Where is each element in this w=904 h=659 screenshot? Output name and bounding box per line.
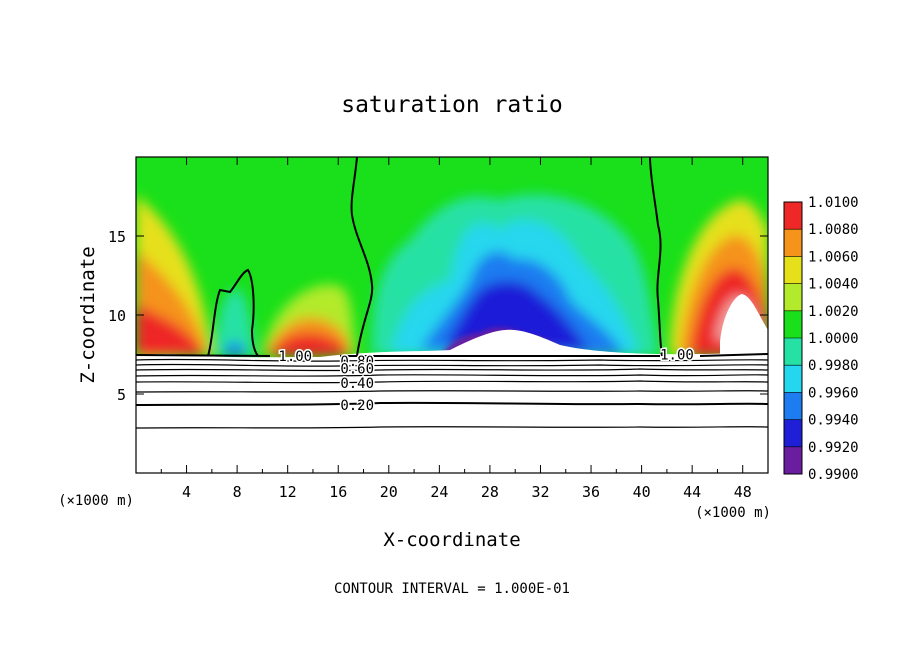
colorbar-label: 0.9920 <box>808 440 859 456</box>
colorbar-label: 0.9900 <box>808 467 859 483</box>
colorbar-swatch <box>784 446 802 474</box>
contour-labels: 1.00 0.800.600.40 0.20 1.00 <box>277 346 695 416</box>
y-tick-label: 10 <box>108 307 126 325</box>
colorbar-label: 1.0020 <box>808 304 859 320</box>
x-tick-label: 4 <box>182 483 191 501</box>
colorbar-swatch <box>784 392 802 420</box>
colorbar-label: 1.0060 <box>808 249 859 265</box>
x-unit-left: (×1000 m) <box>58 493 134 509</box>
colorbar-swatch <box>784 310 802 338</box>
y-tick-label: 15 <box>108 228 126 246</box>
colorbar-label: 0.9960 <box>808 385 859 401</box>
colorbar-swatch <box>784 338 802 366</box>
contour-label: 1.00 <box>278 349 312 365</box>
x-tick-label: 8 <box>233 483 242 501</box>
x-tick-label: 20 <box>380 483 398 501</box>
heatmap-field <box>136 157 768 473</box>
contour-lines <box>136 157 768 429</box>
y-axis: 5 10 15 <box>108 228 768 404</box>
x-axis-title: X-coordinate <box>383 529 520 551</box>
colorbar-swatch <box>784 229 802 257</box>
y-axis-title: Z-coordinate <box>77 246 99 383</box>
y-tick-label: 5 <box>117 386 126 404</box>
x-tick-label: 44 <box>683 483 701 501</box>
x-tick-label: 12 <box>279 483 297 501</box>
x-tick-label: 24 <box>430 483 448 501</box>
contour-interval-note: CONTOUR INTERVAL = 1.000E-01 <box>334 581 570 597</box>
x-unit-right: (×1000 m) <box>695 505 771 521</box>
colorbar-swatch <box>784 283 802 311</box>
colorbar-swatch <box>784 256 802 284</box>
colorbar-label: 1.0000 <box>808 331 859 347</box>
x-tick-label: 16 <box>329 483 347 501</box>
colorbar-swatch <box>784 419 802 447</box>
colorbar-swatch <box>784 365 802 393</box>
x-tick-label: 40 <box>633 483 651 501</box>
contour-label: 0.80 <box>340 354 374 370</box>
contour-label: 0.40 <box>340 376 374 392</box>
colorbar-swatch <box>784 202 802 230</box>
contour-label: 1.00 <box>660 348 694 364</box>
colorbar-label: 1.0080 <box>808 222 859 238</box>
x-tick-label: 28 <box>481 483 499 501</box>
x-tick-label: 48 <box>734 483 752 501</box>
colorbar-label: 0.9940 <box>808 413 859 429</box>
x-axis: 4 8 12 16 20 24 28 32 36 40 44 48 <box>160 157 752 501</box>
chart-title: saturation ratio <box>341 92 563 118</box>
x-tick-label: 32 <box>531 483 549 501</box>
contour-label: 0.60 <box>340 362 374 378</box>
contour-label: 0.20 <box>340 398 374 414</box>
x-tick-label: 36 <box>582 483 600 501</box>
colorbar: 0.9900 0.9920 0.9940 0.9960 0.9980 1.0000 1.00… <box>783 195 859 483</box>
colorbar-label: 1.0100 <box>808 195 859 211</box>
colorbar-label: 1.0040 <box>808 277 859 293</box>
colorbar-label: 0.9980 <box>808 358 859 374</box>
